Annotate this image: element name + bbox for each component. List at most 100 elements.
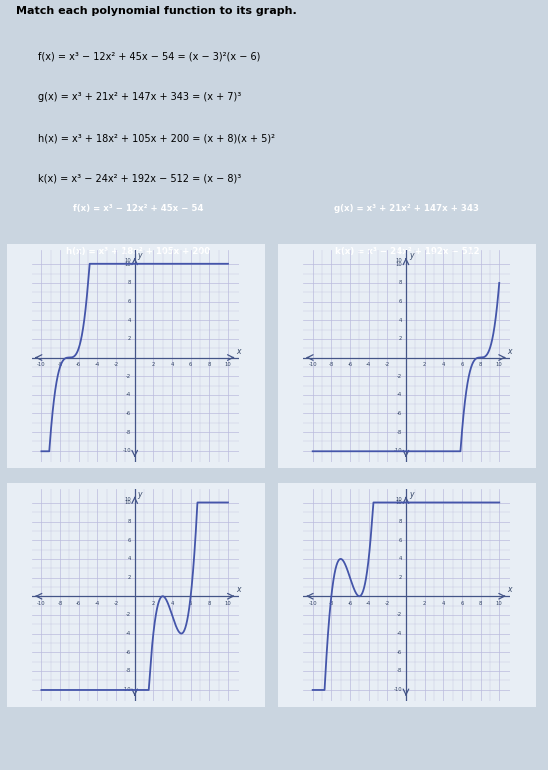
Text: 6: 6: [189, 601, 192, 606]
Text: 8: 8: [479, 362, 482, 367]
Text: 8: 8: [128, 280, 131, 286]
Text: 6: 6: [399, 299, 402, 304]
Text: 4: 4: [442, 362, 445, 367]
Text: 8: 8: [399, 519, 402, 524]
Text: f(x) = x³ − 12x² + 45x − 54: f(x) = x³ − 12x² + 45x − 54: [73, 204, 204, 213]
Text: k(x) = x³ − 24x² + 192x − 512: k(x) = x³ − 24x² + 192x − 512: [335, 247, 479, 256]
Text: g(x) = x³ + 21x² + 147x + 343: g(x) = x³ + 21x² + 147x + 343: [334, 204, 480, 213]
Text: 4: 4: [128, 557, 131, 561]
Text: x: x: [236, 346, 241, 356]
Text: 6: 6: [128, 537, 131, 543]
Text: -2: -2: [113, 601, 119, 606]
Text: 8: 8: [479, 601, 482, 606]
Text: -4: -4: [366, 362, 371, 367]
Text: -2: -2: [385, 601, 390, 606]
Text: -2: -2: [113, 362, 119, 367]
Text: 6: 6: [128, 299, 131, 304]
Text: 2: 2: [399, 336, 402, 341]
Text: 10: 10: [225, 362, 231, 367]
Text: -6: -6: [125, 650, 131, 654]
Text: h(x) = x³ + 18x² + 105x + 200: h(x) = x³ + 18x² + 105x + 200: [66, 247, 210, 256]
Text: 10: 10: [124, 262, 131, 266]
Text: 4: 4: [170, 601, 174, 606]
Text: -8: -8: [397, 430, 402, 434]
Text: -10: -10: [37, 362, 45, 367]
Text: 10: 10: [396, 497, 402, 502]
Text: -8: -8: [58, 601, 62, 606]
Text: 8: 8: [128, 519, 131, 524]
Text: -8: -8: [329, 362, 334, 367]
Text: -8: -8: [397, 668, 402, 673]
Text: 2: 2: [399, 575, 402, 580]
Text: -6: -6: [76, 601, 81, 606]
Text: x: x: [507, 585, 512, 594]
Text: f(x) = x³ − 12x² + 45x − 54 = (x − 3)²(x − 6): f(x) = x³ − 12x² + 45x − 54 = (x − 3)²(x…: [38, 52, 261, 62]
Text: -10: -10: [393, 448, 402, 454]
Text: -8: -8: [125, 430, 131, 434]
Text: 6: 6: [460, 362, 464, 367]
Text: -2: -2: [125, 612, 131, 618]
Text: -6: -6: [125, 411, 131, 416]
Text: 2: 2: [128, 336, 131, 341]
Text: -6: -6: [347, 601, 352, 606]
Text: 4: 4: [128, 318, 131, 323]
Text: -4: -4: [366, 601, 371, 606]
Text: -6: -6: [397, 650, 402, 654]
Text: 6: 6: [399, 537, 402, 543]
Text: 10: 10: [124, 497, 131, 502]
Text: y: y: [409, 490, 413, 499]
Text: h(x) = x³ + 18x² + 105x + 200 = (x + 8)(x + 5)²: h(x) = x³ + 18x² + 105x + 200 = (x + 8)(…: [38, 133, 275, 143]
Text: 6: 6: [460, 601, 464, 606]
Text: 2: 2: [128, 575, 131, 580]
Text: -6: -6: [347, 362, 352, 367]
Text: -4: -4: [125, 631, 131, 636]
Text: g(x) = x³ + 21x² + 147x + 343 = (x + 7)³: g(x) = x³ + 21x² + 147x + 343 = (x + 7)³: [38, 92, 242, 102]
Text: -4: -4: [125, 393, 131, 397]
Text: -4: -4: [95, 362, 100, 367]
Text: 6: 6: [189, 362, 192, 367]
Text: -10: -10: [37, 601, 45, 606]
Text: 10: 10: [396, 500, 402, 505]
Text: -10: -10: [122, 448, 131, 454]
Text: -6: -6: [76, 362, 81, 367]
Text: 10: 10: [225, 601, 231, 606]
Text: -8: -8: [125, 668, 131, 673]
Text: -8: -8: [58, 362, 62, 367]
Text: Match each polynomial function to its graph.: Match each polynomial function to its gr…: [16, 5, 297, 15]
Text: 4: 4: [170, 362, 174, 367]
Text: 10: 10: [396, 262, 402, 266]
Text: 10: 10: [496, 601, 503, 606]
Text: -4: -4: [95, 601, 100, 606]
Text: 10: 10: [124, 258, 131, 263]
Text: 2: 2: [152, 601, 155, 606]
Text: -2: -2: [125, 373, 131, 379]
Text: -2: -2: [397, 373, 402, 379]
Text: x: x: [507, 346, 512, 356]
Text: -8: -8: [329, 601, 334, 606]
Text: y: y: [409, 251, 413, 260]
Text: -10: -10: [309, 362, 317, 367]
Text: 8: 8: [399, 280, 402, 286]
Text: k(x) = x³ − 24x² + 192x − 512 = (x − 8)³: k(x) = x³ − 24x² + 192x − 512 = (x − 8)³: [38, 174, 242, 184]
Text: 4: 4: [399, 318, 402, 323]
Text: 10: 10: [124, 500, 131, 505]
Text: -2: -2: [397, 612, 402, 618]
Text: -10: -10: [309, 601, 317, 606]
Text: 2: 2: [423, 362, 426, 367]
Text: 4: 4: [442, 601, 445, 606]
Text: -10: -10: [122, 687, 131, 692]
Text: 8: 8: [208, 362, 211, 367]
Text: -10: -10: [393, 687, 402, 692]
Text: 2: 2: [423, 601, 426, 606]
Text: 4: 4: [399, 557, 402, 561]
Text: -4: -4: [397, 393, 402, 397]
Text: 2: 2: [152, 362, 155, 367]
Text: -2: -2: [385, 362, 390, 367]
Text: -4: -4: [397, 631, 402, 636]
Text: x: x: [236, 585, 241, 594]
Text: y: y: [138, 490, 142, 499]
Text: 8: 8: [208, 601, 211, 606]
Text: y: y: [138, 251, 142, 260]
Text: -6: -6: [397, 411, 402, 416]
Text: 10: 10: [496, 362, 503, 367]
